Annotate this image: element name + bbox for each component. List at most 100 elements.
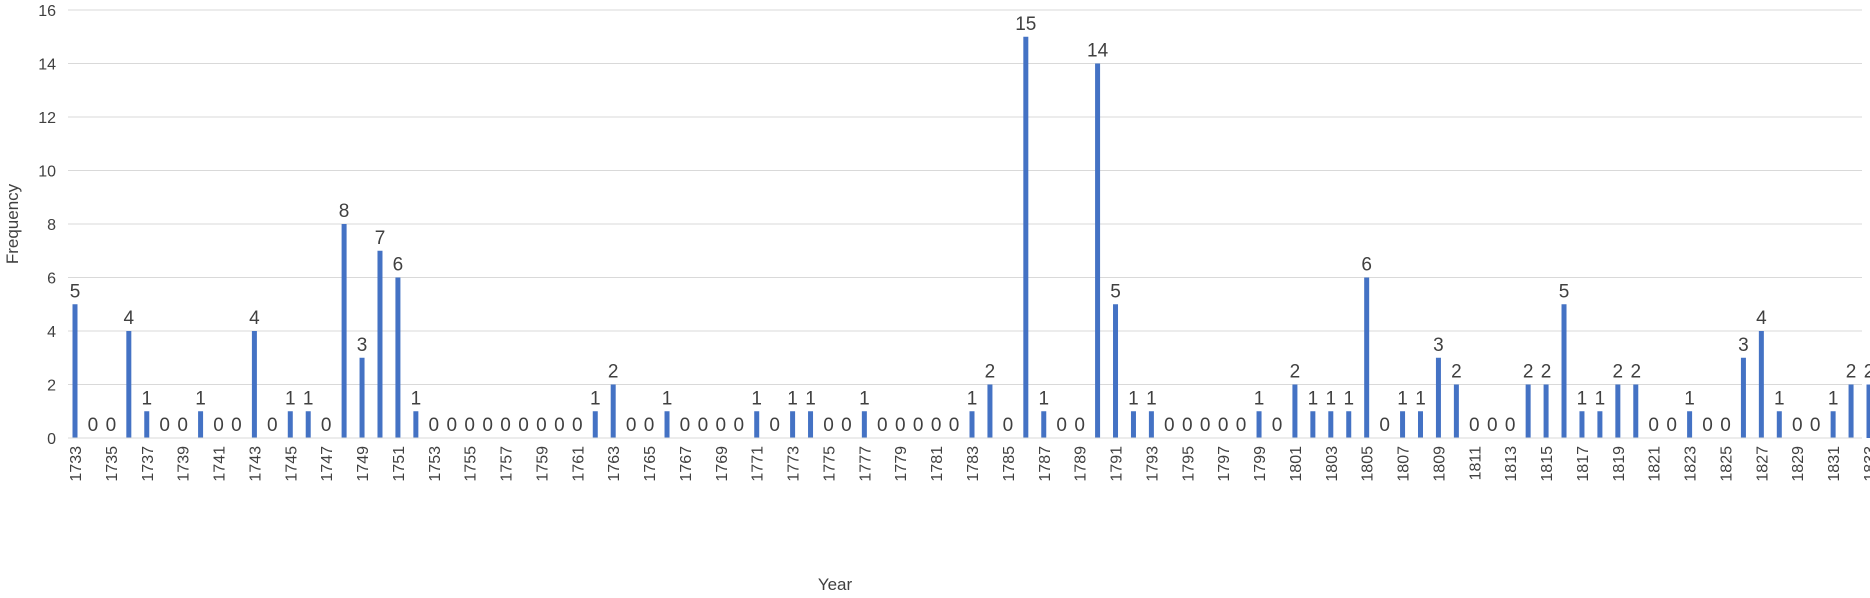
data-label: 0	[1164, 415, 1175, 436]
data-label: 0	[716, 415, 727, 436]
bar	[395, 277, 401, 438]
x-tick-label: 1777	[857, 446, 874, 482]
data-label: 0	[895, 415, 906, 436]
y-tick-label: 6	[47, 271, 56, 288]
bar	[305, 411, 311, 438]
x-tick-label: 1773	[786, 446, 803, 482]
y-tick-label: 16	[38, 3, 56, 20]
data-label: 5	[70, 281, 81, 302]
bar	[790, 411, 796, 438]
data-label: 2	[608, 362, 619, 383]
data-label: 2	[1864, 362, 1870, 383]
bar	[1740, 357, 1746, 438]
data-label: 1	[195, 388, 206, 409]
data-label: 6	[1361, 255, 1372, 276]
bar	[1633, 384, 1639, 438]
x-tick-label: 1793	[1144, 446, 1161, 482]
bar	[808, 411, 814, 438]
x-tick-label: 1817	[1575, 446, 1592, 482]
bar	[664, 411, 670, 438]
x-tick-label: 1751	[391, 446, 408, 482]
data-label: 0	[1666, 415, 1677, 436]
y-tick-label: 0	[47, 431, 56, 448]
bar	[1776, 411, 1782, 438]
data-label: 7	[375, 228, 386, 249]
data-label: 1	[967, 388, 978, 409]
data-label: 1	[1774, 388, 1785, 409]
data-label: 0	[1003, 415, 1014, 436]
bar	[287, 411, 293, 438]
data-label: 0	[267, 415, 278, 436]
data-label: 0	[949, 415, 960, 436]
x-tick-label: 1821	[1647, 446, 1664, 482]
data-label: 2	[1541, 362, 1552, 383]
bar	[377, 250, 383, 438]
x-tick-label: 1813	[1503, 446, 1520, 482]
data-label: 0	[931, 415, 942, 436]
data-label: 1	[285, 388, 296, 409]
x-tick-label: 1801	[1288, 446, 1305, 482]
bar	[1830, 411, 1836, 438]
data-label: 1	[1577, 388, 1588, 409]
bar	[1364, 277, 1370, 438]
bar	[1543, 384, 1549, 438]
x-tick-label: 1769	[714, 446, 731, 482]
x-tick-label: 1775	[821, 446, 838, 482]
x-tick-label: 1733	[68, 446, 85, 482]
bar	[1435, 357, 1441, 438]
data-label: 0	[446, 415, 457, 436]
data-label: 1	[1595, 388, 1606, 409]
data-label: 1	[1684, 388, 1695, 409]
x-tick-label: 1779	[893, 446, 910, 482]
x-tick-label: 1811	[1467, 446, 1484, 481]
data-label: 1	[1828, 388, 1839, 409]
data-label: 0	[536, 415, 547, 436]
x-tick-label: 1827	[1754, 446, 1771, 482]
bar	[1148, 411, 1154, 438]
x-tick-label: 1791	[1109, 446, 1126, 482]
x-tick-label: 1783	[965, 446, 982, 482]
data-label: 1	[1397, 388, 1408, 409]
y-tick-label: 4	[47, 324, 56, 341]
data-label: 1	[1308, 388, 1319, 409]
x-tick-label: 1761	[570, 446, 587, 482]
data-label: 1	[662, 388, 673, 409]
data-label: 0	[626, 415, 637, 436]
bar	[610, 384, 616, 438]
data-label: 0	[823, 415, 834, 436]
x-tick-label: 1825	[1718, 446, 1735, 482]
data-label: 1	[1415, 388, 1426, 409]
x-tick-label: 1829	[1790, 446, 1807, 482]
bar	[592, 411, 598, 438]
data-label: 0	[231, 415, 242, 436]
y-axis-tick-labels: 0 2 4 6 8 10 12 14 16	[38, 3, 56, 448]
data-label: 0	[698, 415, 709, 436]
x-tick-label: 1757	[499, 446, 516, 482]
data-label: 2	[1846, 362, 1857, 383]
bar	[987, 384, 993, 438]
data-label: 0	[429, 415, 440, 436]
data-label: 1	[1038, 388, 1049, 409]
gridlines	[68, 9, 1862, 385]
x-tick-label: 1741	[212, 446, 229, 482]
data-label: 1	[1343, 388, 1354, 409]
data-label: 0	[841, 415, 852, 436]
bar	[1113, 304, 1119, 438]
x-tick-label: 1833	[1862, 446, 1870, 482]
x-axis-title: Year	[818, 575, 853, 594]
data-label: 0	[1648, 415, 1659, 436]
data-label: 1	[590, 388, 601, 409]
bar	[1561, 304, 1567, 438]
data-label: 5	[1559, 281, 1570, 302]
x-tick-label: 1799	[1252, 446, 1269, 482]
data-label: 3	[357, 335, 368, 356]
bar	[1418, 411, 1423, 438]
bar	[861, 411, 867, 438]
data-label: 0	[1792, 415, 1803, 436]
data-label: 0	[733, 415, 744, 436]
bar	[1328, 411, 1334, 438]
data-label: 0	[106, 415, 117, 436]
y-tick-label: 10	[38, 164, 56, 181]
data-label: 0	[1056, 415, 1067, 436]
data-label: 0	[482, 415, 493, 436]
